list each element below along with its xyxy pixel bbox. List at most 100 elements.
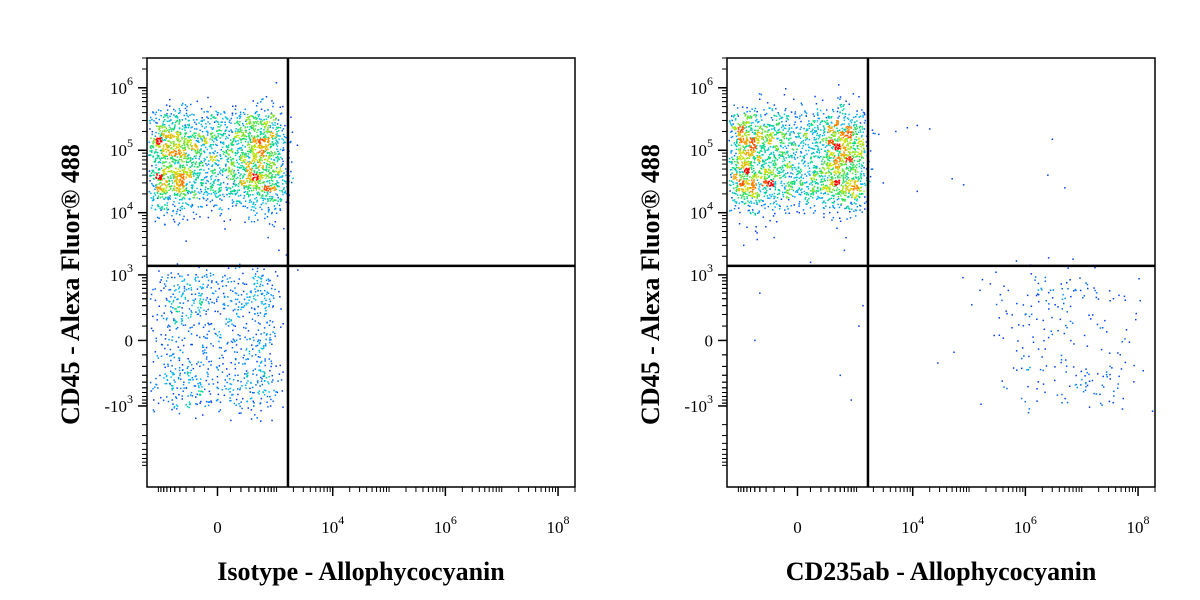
data-point: [271, 374, 273, 377]
data-point: [786, 117, 788, 120]
data-point: [167, 326, 169, 328]
data-point: [159, 130, 161, 132]
data-point: [241, 144, 244, 147]
data-point: [248, 146, 250, 149]
data-point: [230, 122, 232, 124]
data-point: [184, 129, 186, 131]
data-point: [205, 126, 208, 128]
data-point: [275, 126, 278, 129]
data-point: [261, 124, 263, 126]
data-point: [770, 153, 772, 155]
data-point: [235, 173, 237, 175]
data-point: [268, 185, 270, 188]
data-point: [261, 147, 263, 149]
data-point: [263, 371, 266, 373]
data-point: [260, 376, 262, 379]
data-point: [731, 119, 733, 122]
data-point: [257, 219, 259, 221]
data-point: [766, 195, 768, 197]
data-point: [827, 115, 830, 118]
data-point: [853, 210, 855, 213]
data-point: [274, 176, 277, 178]
data-point: [845, 173, 848, 175]
data-point: [237, 189, 239, 192]
data-point: [173, 174, 176, 176]
data-point: [148, 154, 150, 156]
data-point: [279, 296, 281, 298]
data-point: [195, 311, 197, 313]
data-point: [178, 170, 181, 172]
data-point: [729, 210, 731, 212]
data-point: [151, 182, 153, 185]
data-point: [154, 158, 157, 160]
data-point: [785, 88, 787, 90]
data-point: [262, 98, 264, 100]
data-point: [245, 384, 247, 386]
data-point: [1001, 380, 1003, 382]
data-point: [257, 186, 259, 189]
data-point: [274, 335, 276, 337]
data-point: [258, 192, 261, 194]
data-point: [808, 167, 811, 169]
data-point: [232, 171, 235, 173]
data-point: [175, 136, 177, 138]
data-point: [181, 294, 183, 296]
data-point: [265, 312, 267, 315]
data-point: [181, 136, 183, 139]
data-point: [191, 165, 193, 167]
data-point: [1094, 289, 1096, 292]
data-point: [250, 189, 253, 192]
data-point: [179, 164, 181, 166]
data-point: [1109, 378, 1111, 380]
data-point: [191, 187, 193, 189]
data-point: [180, 174, 182, 176]
data-point: [161, 183, 164, 185]
data-point: [273, 163, 275, 166]
data-point: [269, 279, 271, 282]
data-point: [246, 338, 248, 341]
data-point: [252, 369, 254, 372]
data-point: [189, 158, 192, 160]
data-point: [256, 312, 259, 314]
data-point: [269, 143, 272, 145]
data-point: [217, 296, 219, 298]
data-point: [763, 148, 766, 151]
data-point: [1079, 277, 1081, 279]
data-point: [853, 116, 855, 119]
data-point: [255, 354, 257, 356]
data-point: [763, 204, 765, 206]
data-point: [237, 176, 239, 179]
data-point: [190, 316, 192, 318]
data-point: [216, 300, 218, 303]
data-point: [179, 183, 182, 186]
data-point: [778, 154, 780, 157]
data-point: [248, 352, 251, 355]
data-point: [1101, 404, 1103, 406]
data-point: [241, 303, 243, 305]
data-point: [277, 196, 279, 199]
data-point: [248, 218, 250, 220]
data-point: [253, 157, 256, 159]
y-tick-label: 104: [110, 199, 133, 223]
data-point: [210, 193, 212, 195]
data-point: [807, 171, 809, 173]
data-point: [189, 173, 192, 175]
data-point: [155, 143, 158, 146]
data-point: [204, 138, 206, 140]
data-point: [864, 151, 866, 154]
data-point: [268, 169, 270, 171]
data-point: [864, 184, 867, 186]
data-point: [217, 173, 219, 176]
data-point: [1101, 384, 1104, 387]
data-point: [1003, 285, 1005, 287]
data-point: [205, 379, 208, 382]
data-point: [806, 129, 809, 131]
data-point: [869, 175, 872, 178]
data-point: [157, 141, 159, 143]
data-point: [1043, 328, 1046, 330]
data-point: [207, 188, 210, 190]
data-point: [267, 209, 270, 212]
data-point: [181, 184, 184, 187]
data-point: [231, 130, 233, 133]
data-point: [216, 152, 219, 154]
